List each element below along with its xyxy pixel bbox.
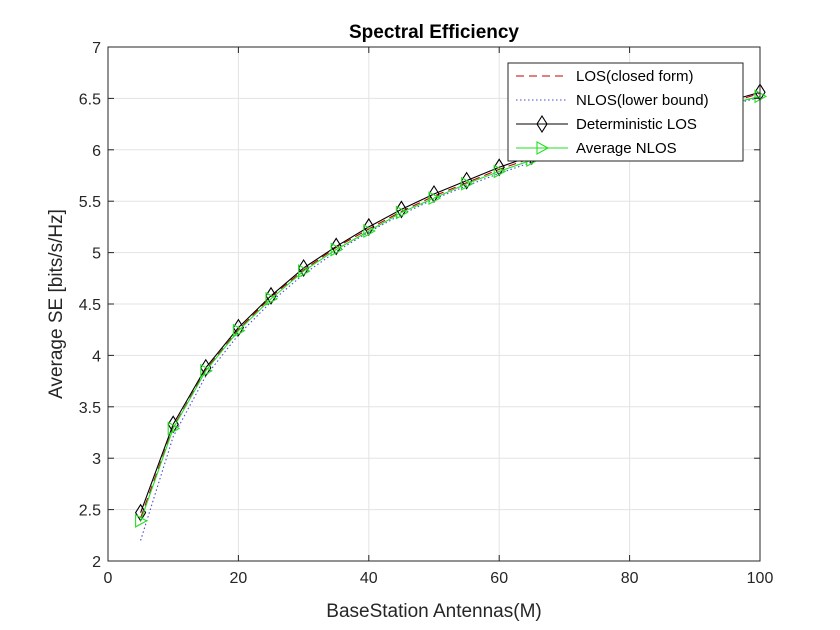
y-tick-label: 6.5 (79, 91, 101, 108)
chart-title: Spectral Efficiency (349, 22, 519, 43)
y-tick-label: 7 (92, 40, 101, 57)
data-point-marker (428, 191, 442, 206)
series-1 (140, 92, 761, 519)
data-point-marker (135, 513, 148, 528)
data-point-marker (395, 200, 408, 219)
x-tick-label: 40 (360, 570, 378, 587)
y-axis-label: Average SE [bits/s/Hz] (46, 209, 67, 399)
data-point-marker (265, 286, 277, 305)
x-tick-label: 80 (621, 570, 639, 587)
legend: LOS(closed form) NLOS(lower bound) Determi… (507, 62, 744, 162)
y-tick-label: 3 (92, 451, 101, 468)
legend-marker-4 (536, 141, 550, 155)
data-point-marker (493, 164, 507, 179)
x-tick-label: 20 (230, 570, 248, 587)
data-point-marker (200, 358, 212, 377)
legend-label-1: LOS(closed form) (576, 68, 694, 85)
data-point-marker (265, 291, 279, 306)
data-point-marker (330, 237, 342, 256)
series-line (140, 92, 761, 519)
y-tick-label: 5 (92, 246, 101, 263)
data-point-marker (200, 363, 213, 378)
legend-box (507, 62, 744, 162)
y-tick-label: 2.5 (79, 503, 101, 520)
y-tick-label: 4 (92, 348, 101, 365)
data-point-marker (363, 224, 376, 238)
data-point-marker (298, 264, 311, 279)
x-tick-label: 0 (104, 570, 113, 587)
axis-ticks: 0 20 40 60 80 100 2 2.5 3 3.5 4 4.5 5 5.5 6 6.5 7 (79, 40, 774, 587)
data-point-marker (297, 258, 310, 278)
x-axis-label: BaseStation Antennas(M) (326, 601, 541, 622)
y-tick-label: 3.5 (79, 400, 101, 417)
legend-label-4: Average NLOS (576, 140, 677, 157)
data-point-marker (460, 171, 473, 190)
legend-label-2: NLOS(lower bound) (576, 92, 709, 109)
data-point-marker (167, 421, 181, 436)
data-point-marker (395, 205, 409, 220)
y-tick-label: 5.5 (79, 194, 101, 211)
data-point-marker (232, 323, 246, 338)
data-point-marker (330, 242, 344, 257)
data-point-marker (232, 318, 245, 337)
y-tick-label: 2 (92, 554, 101, 571)
x-tick-label: 100 (747, 570, 774, 587)
data-point-marker (461, 176, 474, 191)
y-tick-label: 4.5 (79, 297, 101, 314)
legend-label-3: Deterministic LOS (576, 116, 697, 133)
x-tick-label: 60 (490, 570, 508, 587)
y-tick-label: 6 (92, 143, 101, 160)
legend-marker-3 (536, 114, 548, 134)
